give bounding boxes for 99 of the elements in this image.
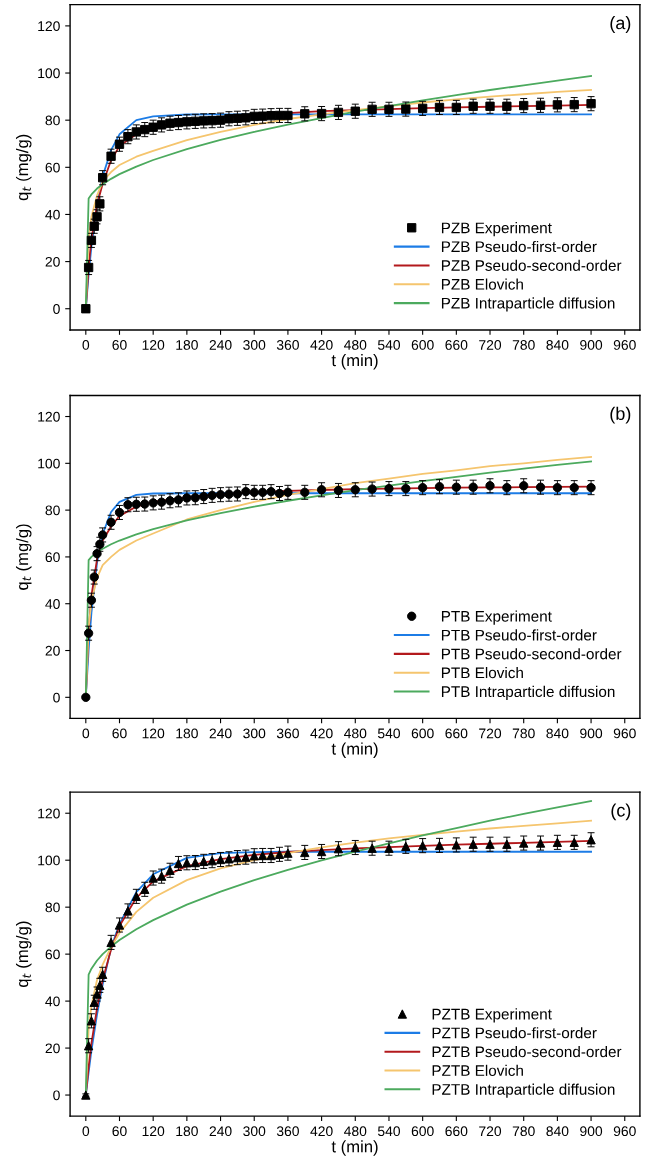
y-tick-label: 40 — [45, 599, 60, 609]
y-tick-label: 100 — [38, 855, 60, 866]
legend-label: PZTB Pseudo-first-order — [432, 1027, 597, 1039]
x-tick-label: 120 — [142, 1126, 165, 1137]
y-axis-title: q$_{t}$ (mg/g) — [15, 921, 32, 988]
x-tick-label: 180 — [176, 1126, 198, 1137]
x-tick-label: 660 — [445, 1126, 468, 1137]
point — [417, 103, 428, 114]
point — [434, 102, 445, 113]
x-tick-label: 720 — [479, 728, 502, 739]
y-tick-label: 20 — [45, 645, 60, 656]
y-axis-title: q$_{t}$ (mg/g) — [15, 524, 32, 590]
x-tick-label: 240 — [209, 728, 232, 739]
x-tick-label: 780 — [512, 1126, 535, 1137]
y-tick-label: 60 — [45, 552, 60, 563]
y-tick-label: 60 — [45, 949, 60, 960]
y-tick-label: 120 — [38, 21, 60, 32]
x-tick-label: 900 — [580, 1126, 603, 1137]
point — [83, 262, 94, 273]
x-tick-label: 360 — [276, 1126, 299, 1137]
x-tick-label: 60 — [112, 1126, 127, 1137]
x-axis-title: t (min) — [331, 354, 378, 370]
legend-label: PZB Intraparticle diffusion — [441, 297, 615, 312]
x-tick-label: 180 — [176, 728, 198, 739]
x-tick-label: 600 — [411, 728, 434, 739]
x-tick-label: 600 — [411, 1126, 434, 1137]
x-tick-label: 720 — [479, 1126, 502, 1137]
x-tick-label: 840 — [546, 728, 569, 739]
x-tick-label: 660 — [445, 340, 468, 350]
legend-label: PZB Elovich — [441, 278, 523, 290]
x-tick-label: 120 — [142, 728, 165, 739]
x-tick-label: 840 — [546, 1126, 569, 1137]
x-tick-label: 960 — [613, 1126, 636, 1137]
legend-label: PZB Experiment — [441, 222, 552, 237]
x-tick-label: 420 — [310, 1126, 333, 1137]
x-tick-label: 120 — [142, 340, 165, 350]
x-tick-label: 60 — [112, 728, 127, 739]
y-tick-label: 40 — [45, 996, 60, 1007]
x-tick-label: 900 — [580, 728, 603, 739]
y-tick-label: 80 — [45, 902, 60, 913]
x-tick-label: 540 — [377, 340, 401, 350]
x-tick-label: 240 — [209, 1126, 232, 1137]
annotation: (c) — [611, 803, 631, 821]
x-tick-label: 240 — [209, 340, 232, 350]
x-tick-label: 0 — [82, 728, 90, 739]
y-tick-label: 40 — [45, 209, 60, 220]
legend-label: PTB Pseudo-first-order — [441, 629, 597, 641]
x-tick-label: 360 — [276, 728, 299, 739]
x-tick-label: 300 — [243, 340, 266, 350]
x-tick-label: 300 — [243, 728, 266, 739]
y-tick-label: 100 — [38, 458, 60, 469]
x-tick-label: 960 — [613, 728, 636, 739]
x-tick-label: 420 — [310, 728, 333, 739]
legend-label: PZTB Intraparticle diffusion — [432, 1083, 615, 1098]
y-axis-title: q$_{t}$ (mg/g) — [15, 134, 32, 201]
y-tick-label: 100 — [38, 68, 60, 79]
x-tick-label: 480 — [344, 1126, 367, 1137]
x-tick-label: 480 — [344, 728, 367, 739]
y-tick-label: 0 — [53, 1090, 60, 1101]
x-tick-label: 780 — [512, 728, 535, 739]
legend-label: PZB Pseudo-second-order — [441, 259, 622, 271]
legend-label: PTB Intraparticle diffusion — [441, 685, 615, 701]
x-tick-label: 360 — [276, 340, 299, 350]
y-tick-label: 80 — [45, 505, 60, 516]
x-tick-label: 540 — [377, 728, 401, 739]
legend-label: PTB Elovich — [441, 666, 523, 679]
y-tick-label: 120 — [38, 411, 60, 422]
legend-label: PZTB Elovich — [432, 1064, 523, 1076]
x-axis-title: t (min) — [331, 1140, 378, 1156]
x-tick-label: 0 — [82, 1126, 90, 1137]
legend-label: PZB Pseudo-first-order — [441, 240, 597, 253]
annotation: (a) — [610, 16, 631, 33]
legend-label: PTB Experiment — [441, 610, 552, 625]
legend-label: PTB Pseudo-second-order — [441, 648, 622, 660]
y-tick-label: 0 — [53, 304, 60, 314]
y-tick-label: 120 — [38, 808, 60, 819]
x-tick-label: 0 — [82, 340, 90, 350]
annotation: (b) — [610, 406, 631, 424]
x-tick-label: 480 — [344, 340, 367, 350]
y-tick-label: 80 — [45, 115, 60, 126]
x-tick-label: 300 — [243, 1126, 266, 1137]
x-tick-label: 600 — [411, 340, 434, 350]
x-tick-label: 720 — [479, 340, 502, 350]
y-tick-label: 60 — [45, 162, 60, 173]
x-tick-label: 180 — [176, 340, 198, 350]
legend-label: PZTB Pseudo-second-order — [432, 1045, 622, 1058]
y-tick-label: 20 — [45, 256, 60, 267]
x-tick-label: 780 — [512, 340, 535, 350]
x-tick-label: 900 — [580, 340, 603, 350]
x-tick-label: 420 — [310, 340, 333, 350]
x-tick-label: 60 — [112, 340, 127, 350]
x-tick-label: 840 — [546, 340, 569, 350]
x-tick-label: 660 — [445, 728, 468, 739]
x-tick-label: 960 — [613, 340, 636, 350]
x-axis-title: t (min) — [331, 742, 378, 758]
y-tick-label: 0 — [53, 692, 60, 703]
legend-label: PZTB Experiment — [432, 1008, 552, 1023]
x-tick-label: 540 — [377, 1126, 401, 1137]
y-tick-label: 20 — [45, 1043, 60, 1054]
